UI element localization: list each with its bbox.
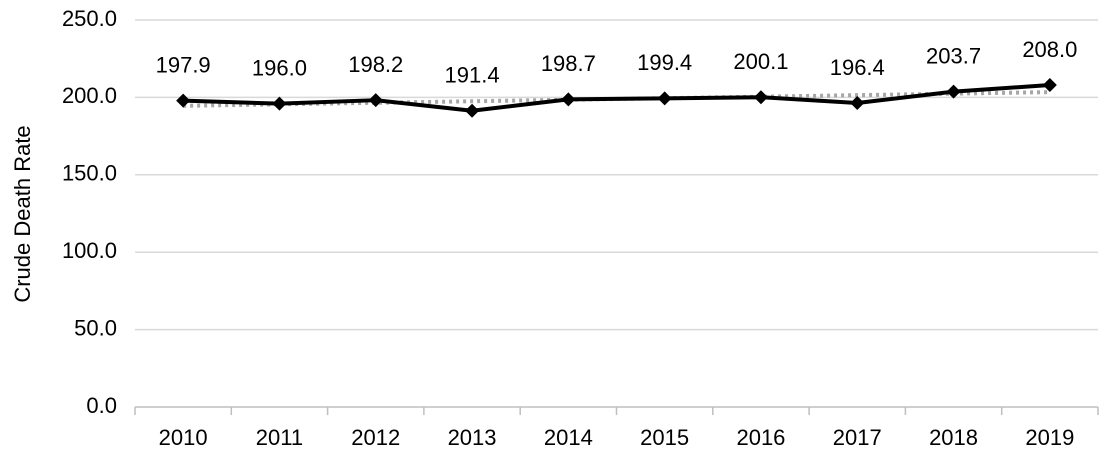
y-tick-label: 50.0 <box>74 315 117 340</box>
marker <box>850 95 865 110</box>
y-tick-label: 250.0 <box>62 6 117 31</box>
data-label: 199.4 <box>637 50 692 75</box>
y-tick-label: 100.0 <box>62 238 117 263</box>
x-tick-label: 2013 <box>448 425 497 450</box>
marker <box>1042 78 1057 93</box>
data-label: 196.4 <box>830 55 885 80</box>
x-tick-label: 2019 <box>1025 425 1074 450</box>
data-label: 198.7 <box>541 51 596 76</box>
x-tick-label: 2017 <box>833 425 882 450</box>
data-label: 208.0 <box>1022 37 1077 62</box>
marker <box>657 91 672 106</box>
data-label: 191.4 <box>445 63 500 88</box>
marker <box>946 84 961 99</box>
data-label: 196.0 <box>252 55 307 80</box>
data-label: 200.1 <box>733 49 788 74</box>
y-tick-label: 200.0 <box>62 83 117 108</box>
marker <box>272 96 287 111</box>
x-tick-label: 2012 <box>351 425 400 450</box>
series-line <box>183 83 1050 113</box>
x-tick-label: 2015 <box>640 425 689 450</box>
data-label: 203.7 <box>926 43 981 68</box>
x-tick-label: 2011 <box>256 425 303 450</box>
marker <box>465 103 480 118</box>
trendline <box>183 90 1050 108</box>
x-tick-label: 2018 <box>929 425 978 450</box>
y-tick-label: 150.0 <box>62 161 117 186</box>
marker <box>176 93 191 108</box>
y-axis-title: Crude Death Rate <box>10 125 35 302</box>
marker <box>561 92 576 107</box>
y-tick-label: 0.0 <box>86 393 117 418</box>
x-tick-label: 2010 <box>159 425 208 450</box>
marker <box>368 93 383 108</box>
marker <box>753 90 768 105</box>
x-tick-label: 2014 <box>544 425 593 450</box>
data-label: 198.2 <box>348 52 403 77</box>
data-label: 197.9 <box>156 52 211 77</box>
x-tick-label: 2016 <box>736 425 785 450</box>
